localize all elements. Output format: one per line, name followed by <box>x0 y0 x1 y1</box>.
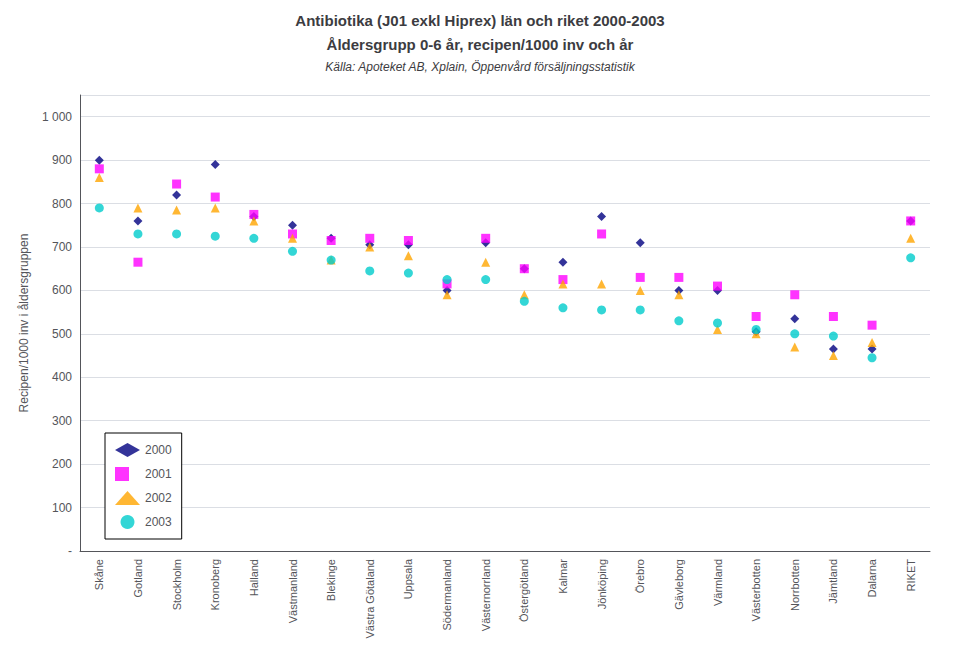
svg-text:2001: 2001 <box>145 467 172 481</box>
svg-text:Östergötland: Östergötland <box>518 559 530 622</box>
svg-text:2000: 2000 <box>145 443 172 457</box>
svg-text:-: - <box>68 544 72 558</box>
svg-text:Värmland: Värmland <box>712 559 724 606</box>
svg-text:Recipen/1000 inv i åldersgrupp: Recipen/1000 inv i åldersgruppen <box>17 234 31 413</box>
svg-text:Halland: Halland <box>248 559 260 596</box>
svg-text:Antibiotika (J01 exkl Hiprex): Antibiotika (J01 exkl Hiprex) län och ri… <box>295 12 664 29</box>
svg-text:Uppsala: Uppsala <box>402 558 414 599</box>
svg-text:Åldersgrupp 0-6 år, recipen/10: Åldersgrupp 0-6 år, recipen/1000 inv och… <box>327 36 634 53</box>
svg-text:800: 800 <box>52 197 72 211</box>
svg-text:Kronoberg: Kronoberg <box>209 559 221 610</box>
svg-text:Västernorrland: Västernorrland <box>480 559 492 631</box>
svg-text:900: 900 <box>52 153 72 167</box>
svg-text:Källa: Apoteket AB, Xplain, Öp: Källa: Apoteket AB, Xplain, Öppenvård fö… <box>325 60 635 74</box>
svg-text:2002: 2002 <box>145 491 172 505</box>
svg-text:1 000: 1 000 <box>42 110 72 124</box>
svg-text:100: 100 <box>52 501 72 515</box>
svg-text:600: 600 <box>52 283 72 297</box>
svg-text:Skåne: Skåne <box>93 559 105 590</box>
svg-text:400: 400 <box>52 370 72 384</box>
svg-text:Kalmar: Kalmar <box>557 559 569 594</box>
svg-text:2003: 2003 <box>145 515 172 529</box>
svg-text:Stockholm: Stockholm <box>171 559 183 610</box>
svg-text:Jämtland: Jämtland <box>827 559 839 604</box>
svg-text:Jönköping: Jönköping <box>596 559 608 609</box>
svg-text:Södermanland: Södermanland <box>441 559 453 631</box>
svg-text:Gotland: Gotland <box>132 559 144 598</box>
svg-text:Örebro: Örebro <box>634 559 646 593</box>
svg-text:300: 300 <box>52 414 72 428</box>
svg-text:Västra Götaland: Västra Götaland <box>364 559 376 639</box>
svg-text:Dalarna: Dalarna <box>866 558 878 597</box>
svg-text:700: 700 <box>52 240 72 254</box>
svg-text:Västmanland: Västmanland <box>287 559 299 623</box>
svg-text:200: 200 <box>52 457 72 471</box>
svg-text:RIKET: RIKET <box>905 559 917 592</box>
svg-text:Gävleborg: Gävleborg <box>673 559 685 610</box>
svg-text:Västerbotten: Västerbotten <box>750 559 762 621</box>
svg-text:Norrbotten: Norrbotten <box>789 559 801 611</box>
svg-text:500: 500 <box>52 327 72 341</box>
svg-text:Blekinge: Blekinge <box>325 559 337 601</box>
